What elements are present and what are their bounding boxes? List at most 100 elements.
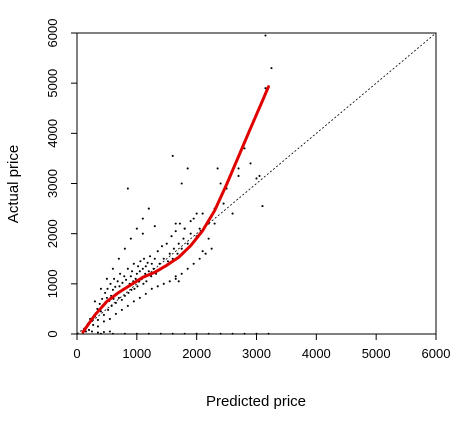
data-point bbox=[126, 304, 129, 307]
data-point bbox=[231, 212, 234, 215]
data-point bbox=[92, 323, 95, 327]
data-point bbox=[104, 291, 107, 294]
data-point bbox=[130, 288, 133, 291]
data-point bbox=[198, 227, 201, 230]
data-point bbox=[171, 332, 174, 335]
x-tick-label: 2000 bbox=[182, 346, 211, 361]
x-tick-label: 5000 bbox=[362, 346, 391, 361]
data-point bbox=[109, 282, 112, 285]
data-point bbox=[153, 257, 156, 260]
data-point bbox=[147, 270, 150, 273]
data-point bbox=[98, 302, 101, 305]
data-point bbox=[114, 312, 117, 315]
data-point bbox=[183, 332, 186, 335]
data-point bbox=[243, 332, 246, 335]
data-point bbox=[210, 247, 213, 250]
data-point bbox=[258, 174, 261, 178]
data-point bbox=[132, 262, 135, 265]
data-point bbox=[119, 272, 122, 275]
x-tick-label: 3000 bbox=[242, 346, 271, 361]
data-point bbox=[116, 280, 119, 283]
data-point bbox=[249, 162, 252, 165]
data-point bbox=[222, 202, 225, 205]
data-point bbox=[123, 247, 126, 250]
data-point bbox=[267, 332, 270, 335]
data-point bbox=[90, 330, 94, 333]
y-tick-label: 4000 bbox=[45, 119, 60, 148]
data-point bbox=[177, 280, 180, 283]
data-point bbox=[160, 245, 164, 248]
data-point bbox=[129, 237, 132, 240]
data-point bbox=[102, 320, 105, 323]
data-point bbox=[159, 332, 162, 335]
data-point bbox=[219, 182, 222, 185]
data-point bbox=[111, 288, 114, 291]
data-point bbox=[162, 282, 165, 285]
smooth-line bbox=[81, 85, 270, 334]
data-point bbox=[174, 230, 177, 233]
data-point bbox=[165, 242, 168, 245]
data-point bbox=[141, 217, 144, 220]
data-point bbox=[125, 278, 128, 281]
y-tick-label: 5000 bbox=[45, 69, 60, 98]
data-point bbox=[142, 282, 145, 285]
data-point bbox=[182, 237, 185, 240]
data-point bbox=[117, 257, 120, 260]
x-tick-label: 1000 bbox=[122, 346, 151, 361]
data-point bbox=[189, 220, 192, 223]
data-point bbox=[237, 174, 240, 178]
data-point bbox=[237, 167, 240, 170]
data-point bbox=[126, 267, 129, 270]
y-axis-ticks: 0 1000 2000 3000 4000 5000 6000 bbox=[45, 19, 77, 338]
data-point bbox=[183, 227, 186, 230]
data-point bbox=[171, 154, 174, 157]
data-point bbox=[192, 262, 195, 265]
data-point bbox=[141, 267, 144, 270]
data-point bbox=[105, 296, 108, 299]
data-point bbox=[145, 280, 148, 283]
data-point bbox=[204, 252, 207, 255]
data-point bbox=[106, 287, 109, 290]
data-point bbox=[146, 261, 149, 264]
data-point bbox=[150, 287, 153, 290]
data-point bbox=[255, 332, 258, 335]
data-point bbox=[126, 187, 129, 190]
data-point bbox=[156, 250, 159, 253]
data-point bbox=[110, 304, 113, 307]
points-layer bbox=[84, 34, 273, 335]
data-point bbox=[201, 212, 204, 215]
data-point bbox=[207, 332, 210, 335]
data-point bbox=[219, 332, 222, 335]
data-point bbox=[195, 332, 198, 335]
data-point bbox=[102, 313, 105, 316]
x-axis-label: Predicted price bbox=[206, 393, 306, 410]
data-point bbox=[107, 308, 110, 311]
data-point bbox=[130, 270, 134, 273]
data-point bbox=[99, 332, 102, 335]
x-tick-label: 6000 bbox=[422, 346, 451, 361]
data-point bbox=[198, 257, 201, 260]
data-point bbox=[150, 262, 153, 265]
data-point bbox=[114, 285, 117, 288]
data-point bbox=[156, 285, 159, 288]
y-tick-label: 2000 bbox=[45, 219, 60, 248]
data-point bbox=[180, 247, 183, 250]
data-point bbox=[135, 332, 138, 335]
data-point bbox=[138, 270, 141, 273]
data-point bbox=[136, 265, 140, 268]
data-point bbox=[231, 332, 234, 335]
data-point bbox=[144, 265, 147, 268]
data-point bbox=[172, 247, 175, 250]
data-point bbox=[153, 225, 156, 228]
data-point bbox=[133, 287, 136, 290]
data-point bbox=[176, 252, 179, 255]
reference-line bbox=[76, 32, 437, 335]
data-point bbox=[96, 318, 99, 322]
data-point bbox=[136, 285, 139, 288]
data-point bbox=[132, 300, 135, 303]
data-point bbox=[255, 177, 258, 180]
y-axis-label: Actual price bbox=[5, 145, 22, 223]
data-point bbox=[144, 272, 147, 275]
x-tick-label: 0 bbox=[73, 346, 80, 361]
